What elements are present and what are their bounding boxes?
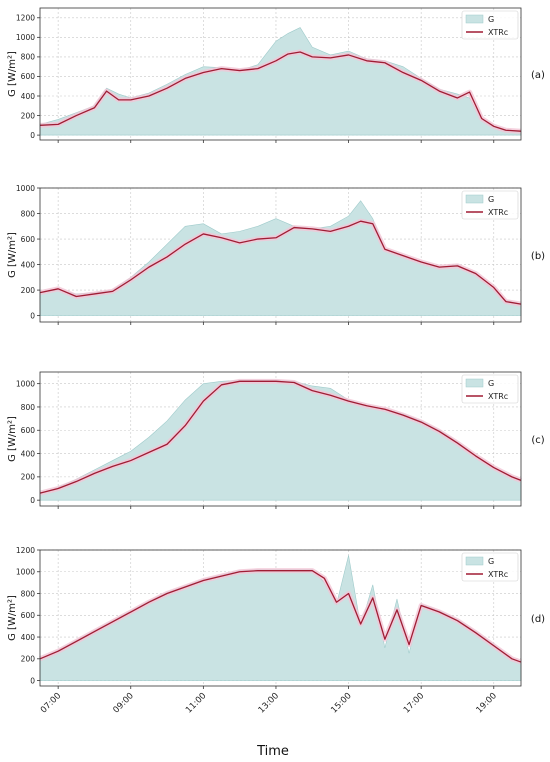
- legend-label-g: G: [488, 379, 494, 388]
- series-xtrc-line: [39, 51, 522, 132]
- x-tick-label: 09:00: [111, 691, 135, 715]
- y-tick-label: 1000: [16, 568, 35, 577]
- legend-label-g: G: [488, 15, 494, 24]
- y-tick-label: 600: [21, 72, 36, 81]
- panel-3: 0 200 400 600 800 1000 G [W/m²] (c) G XTRc: [7, 371, 545, 509]
- axes-frame: [39, 7, 522, 141]
- y-tick-label: 600: [21, 426, 36, 435]
- y-tick-label: 1200: [16, 546, 35, 555]
- y-tick-label: 0: [30, 131, 35, 140]
- y-tick-label: 1000: [16, 379, 35, 388]
- y-tick-label: 800: [21, 403, 36, 412]
- series-xtrc-line: [39, 380, 522, 494]
- series-xtrc-line: [39, 220, 522, 305]
- y-axis-label: G [W/m²]: [7, 51, 18, 97]
- x-axis-label: Time: [256, 744, 289, 759]
- y-tick-label: 800: [21, 53, 36, 62]
- legend-label-xtrc: XTRc: [488, 208, 508, 217]
- axes-frame: [39, 371, 522, 507]
- y-axis-label: G [W/m²]: [7, 595, 18, 641]
- x-tick-label: 19:00: [474, 691, 498, 715]
- panel-label: (c): [531, 435, 544, 446]
- legend-swatch-g: [465, 194, 484, 204]
- x-tick-label: 11:00: [184, 691, 208, 715]
- y-tick-label: 800: [21, 209, 36, 218]
- y-tick-label: 0: [30, 676, 35, 685]
- y-tick-label: 600: [21, 611, 36, 620]
- y-tick-label: 0: [30, 311, 35, 320]
- panel-1: 0 200 400 600 800 1000 1200 G [W/m²] (a) G XTRc: [7, 7, 545, 143]
- x-tick-label: 07:00: [39, 691, 63, 715]
- y-axis-label: G [W/m²]: [7, 232, 18, 278]
- legend: G XTRc: [461, 374, 519, 404]
- y-tick-label: 0: [30, 496, 35, 505]
- panel-2: 0 200 400 600 800 1000 G [W/m²] (b) G XTRc: [7, 184, 545, 325]
- legend-swatch-g: [465, 556, 484, 566]
- y-tick-label: 800: [21, 589, 36, 598]
- y-tick-label: 1000: [16, 33, 35, 42]
- legend: G XTRc: [461, 10, 519, 40]
- y-tick-label: 200: [21, 655, 36, 664]
- y-tick-label: 1000: [16, 184, 35, 193]
- panel-label: (d): [531, 614, 545, 625]
- legend-label-xtrc: XTRc: [488, 28, 508, 37]
- y-tick-label: 200: [21, 473, 36, 482]
- y-tick-label: 400: [21, 92, 36, 101]
- y-tick-label: 400: [21, 449, 36, 458]
- x-tick-label: 15:00: [329, 691, 353, 715]
- y-tick-label: 1200: [16, 14, 35, 23]
- x-tick-label: 17:00: [402, 691, 426, 715]
- y-tick-label: 200: [21, 111, 36, 120]
- legend-label-g: G: [488, 195, 494, 204]
- y-tick-label: 400: [21, 633, 36, 642]
- y-axis-label: G [W/m²]: [7, 416, 18, 462]
- legend-label-xtrc: XTRc: [488, 570, 508, 579]
- panel-4: 0 200 400 600 800 1000 1200 07:00 09:00 11:00 13:0…: [7, 546, 545, 716]
- x-tick-label: 13:00: [257, 691, 281, 715]
- legend-swatch-g: [465, 378, 484, 388]
- y-tick-label: 400: [21, 260, 36, 269]
- legend: G XTRc: [461, 190, 519, 220]
- axes-frame: [39, 549, 522, 687]
- series-g-area: [39, 27, 522, 136]
- y-tick-label: 200: [21, 286, 36, 295]
- legend-swatch-g: [465, 14, 484, 24]
- legend-label-xtrc: XTRc: [488, 392, 508, 401]
- y-tick-label: 600: [21, 235, 36, 244]
- legend-label-g: G: [488, 557, 494, 566]
- series-xtrc-line: [39, 570, 522, 663]
- panel-label: (a): [531, 70, 545, 81]
- axes-frame: [39, 187, 522, 323]
- series-g-area: [39, 200, 522, 316]
- panel-label: (b): [531, 251, 545, 262]
- legend: G XTRc: [461, 552, 519, 582]
